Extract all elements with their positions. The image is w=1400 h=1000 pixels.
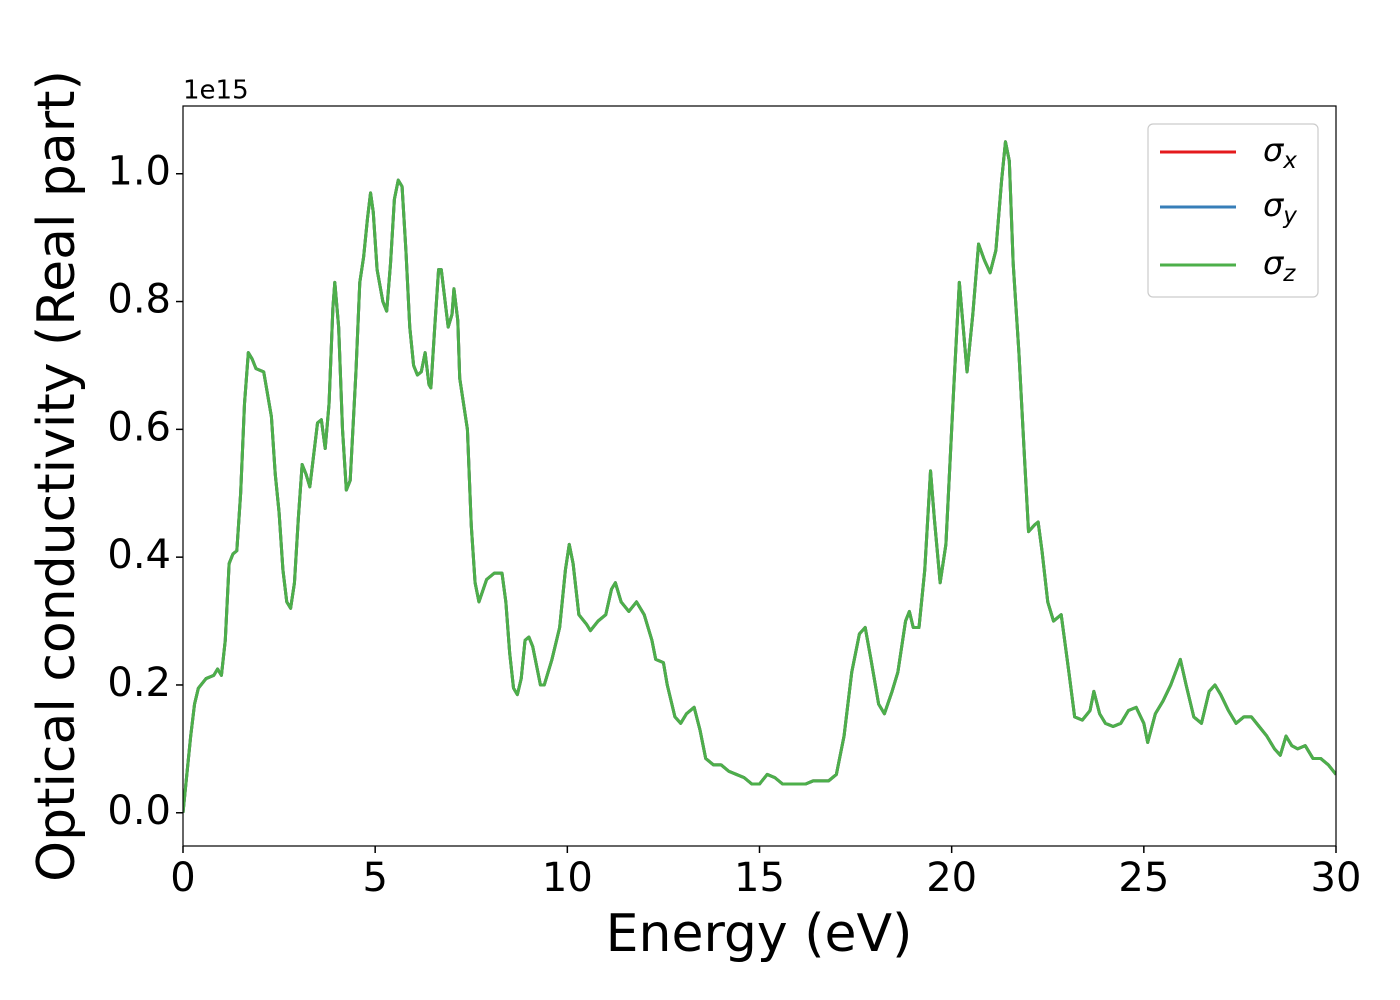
- x-tick-label: 20: [926, 855, 977, 901]
- y-tick-label: 0.2: [107, 660, 171, 706]
- y-axis-label: Optical conductivity (Real part): [27, 70, 87, 882]
- legend-label: σz: [1263, 244, 1296, 287]
- y-tick-label: 0.4: [107, 532, 171, 578]
- y-tick-label: 0.8: [107, 277, 171, 323]
- x-tick-label: 0: [170, 855, 195, 901]
- x-axis-label: Energy (eV): [606, 904, 913, 964]
- y-tick-label: 0.6: [107, 404, 171, 450]
- legend-label: σx: [1263, 131, 1297, 174]
- y-tick-label: 0.0: [107, 788, 171, 834]
- offset-text: 1e15: [183, 76, 249, 106]
- legend-box: [1147, 123, 1319, 298]
- x-tick-label: 25: [1118, 855, 1169, 901]
- x-tick-label: 30: [1311, 855, 1362, 901]
- x-tick-label: 10: [542, 855, 593, 901]
- legend-label: σy: [1263, 186, 1297, 229]
- series-line: [183, 140, 1336, 813]
- x-tick-label: 5: [362, 855, 387, 901]
- plot-frame: [182, 105, 1337, 847]
- x-tick-label: 15: [734, 855, 785, 901]
- y-tick-label: 1.0: [107, 149, 171, 195]
